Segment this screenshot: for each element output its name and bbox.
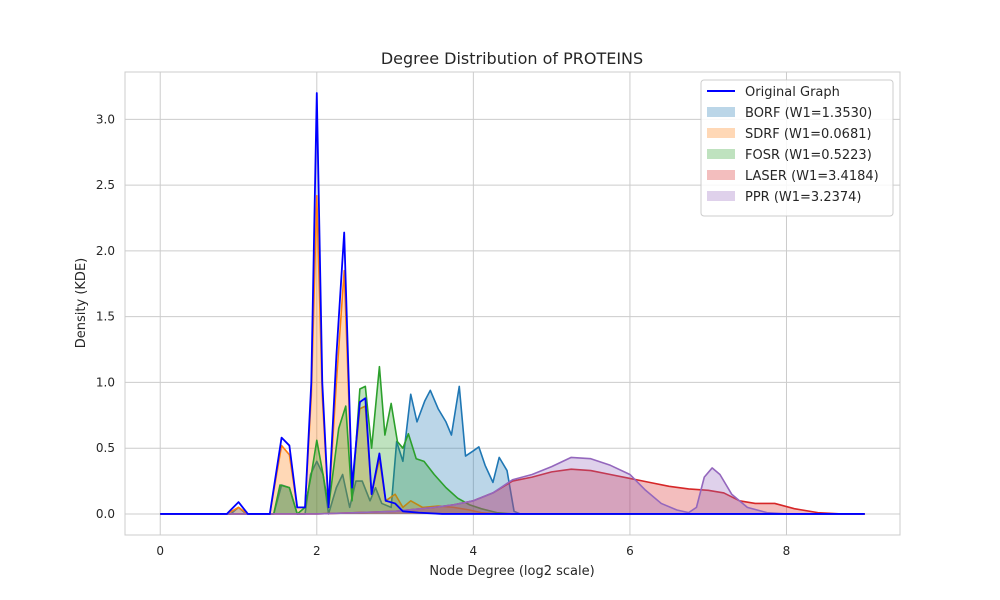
y-tick-label: 1.0 bbox=[96, 375, 115, 389]
plot-frame bbox=[124, 71, 901, 536]
legend-swatch-laser bbox=[707, 170, 735, 180]
y-tick-label: 3.0 bbox=[96, 112, 115, 126]
y-axis-label: Density (KDE) bbox=[74, 258, 89, 348]
y-tick-label: 2.0 bbox=[96, 244, 115, 258]
legend-label-ppr: PPR (W1=3.2374) bbox=[745, 190, 862, 205]
series-area-sdrf bbox=[160, 195, 865, 514]
x-tick-label: 2 bbox=[313, 544, 321, 558]
series-layer bbox=[160, 92, 865, 515]
legend-label-borf: BORF (W1=1.3530) bbox=[745, 106, 872, 121]
legend-label-laser: LASER (W1=3.4184) bbox=[745, 169, 879, 184]
series-area-ppr bbox=[160, 457, 865, 514]
x-tick-label: 8 bbox=[783, 544, 791, 558]
legend-label-sdrf: SDRF (W1=0.0681) bbox=[745, 127, 872, 142]
legend-label-fosr: FOSR (W1=0.5223) bbox=[745, 148, 872, 163]
x-tick-label: 6 bbox=[626, 544, 634, 558]
legend-label-original-graph: Original Graph bbox=[745, 85, 840, 100]
y-tick-labels: 0.0 0.5 1.0 1.5 2.0 2.5 3.0 bbox=[96, 112, 115, 521]
series-line-original-graph bbox=[160, 92, 865, 515]
x-tick-label: 0 bbox=[156, 544, 164, 558]
chart-title: Degree Distribution of PROTEINS bbox=[381, 49, 643, 68]
y-tick-label: 2.5 bbox=[96, 178, 115, 192]
series-area-laser bbox=[160, 469, 865, 514]
series-line-ppr bbox=[160, 456, 865, 515]
legend-box bbox=[700, 79, 894, 217]
y-tick-label: 0.5 bbox=[96, 441, 115, 455]
legend-swatch-borf bbox=[707, 107, 735, 117]
y-tick-label: 0.0 bbox=[96, 507, 115, 521]
x-tick-label: 4 bbox=[470, 544, 478, 558]
x-tick-labels: 0 2 4 6 8 bbox=[156, 544, 790, 558]
y-tick-label: 1.5 bbox=[96, 310, 115, 324]
legend-swatch-sdrf bbox=[707, 128, 735, 138]
legend-swatch-fosr bbox=[707, 149, 735, 159]
legend: Original Graph BORF (W1=1.3530) SDRF (W1=0… bbox=[700, 79, 894, 217]
series-area-fosr bbox=[160, 366, 865, 514]
legend-swatch-ppr bbox=[707, 191, 735, 201]
x-axis-label: Node Degree (log2 scale) bbox=[429, 564, 594, 579]
